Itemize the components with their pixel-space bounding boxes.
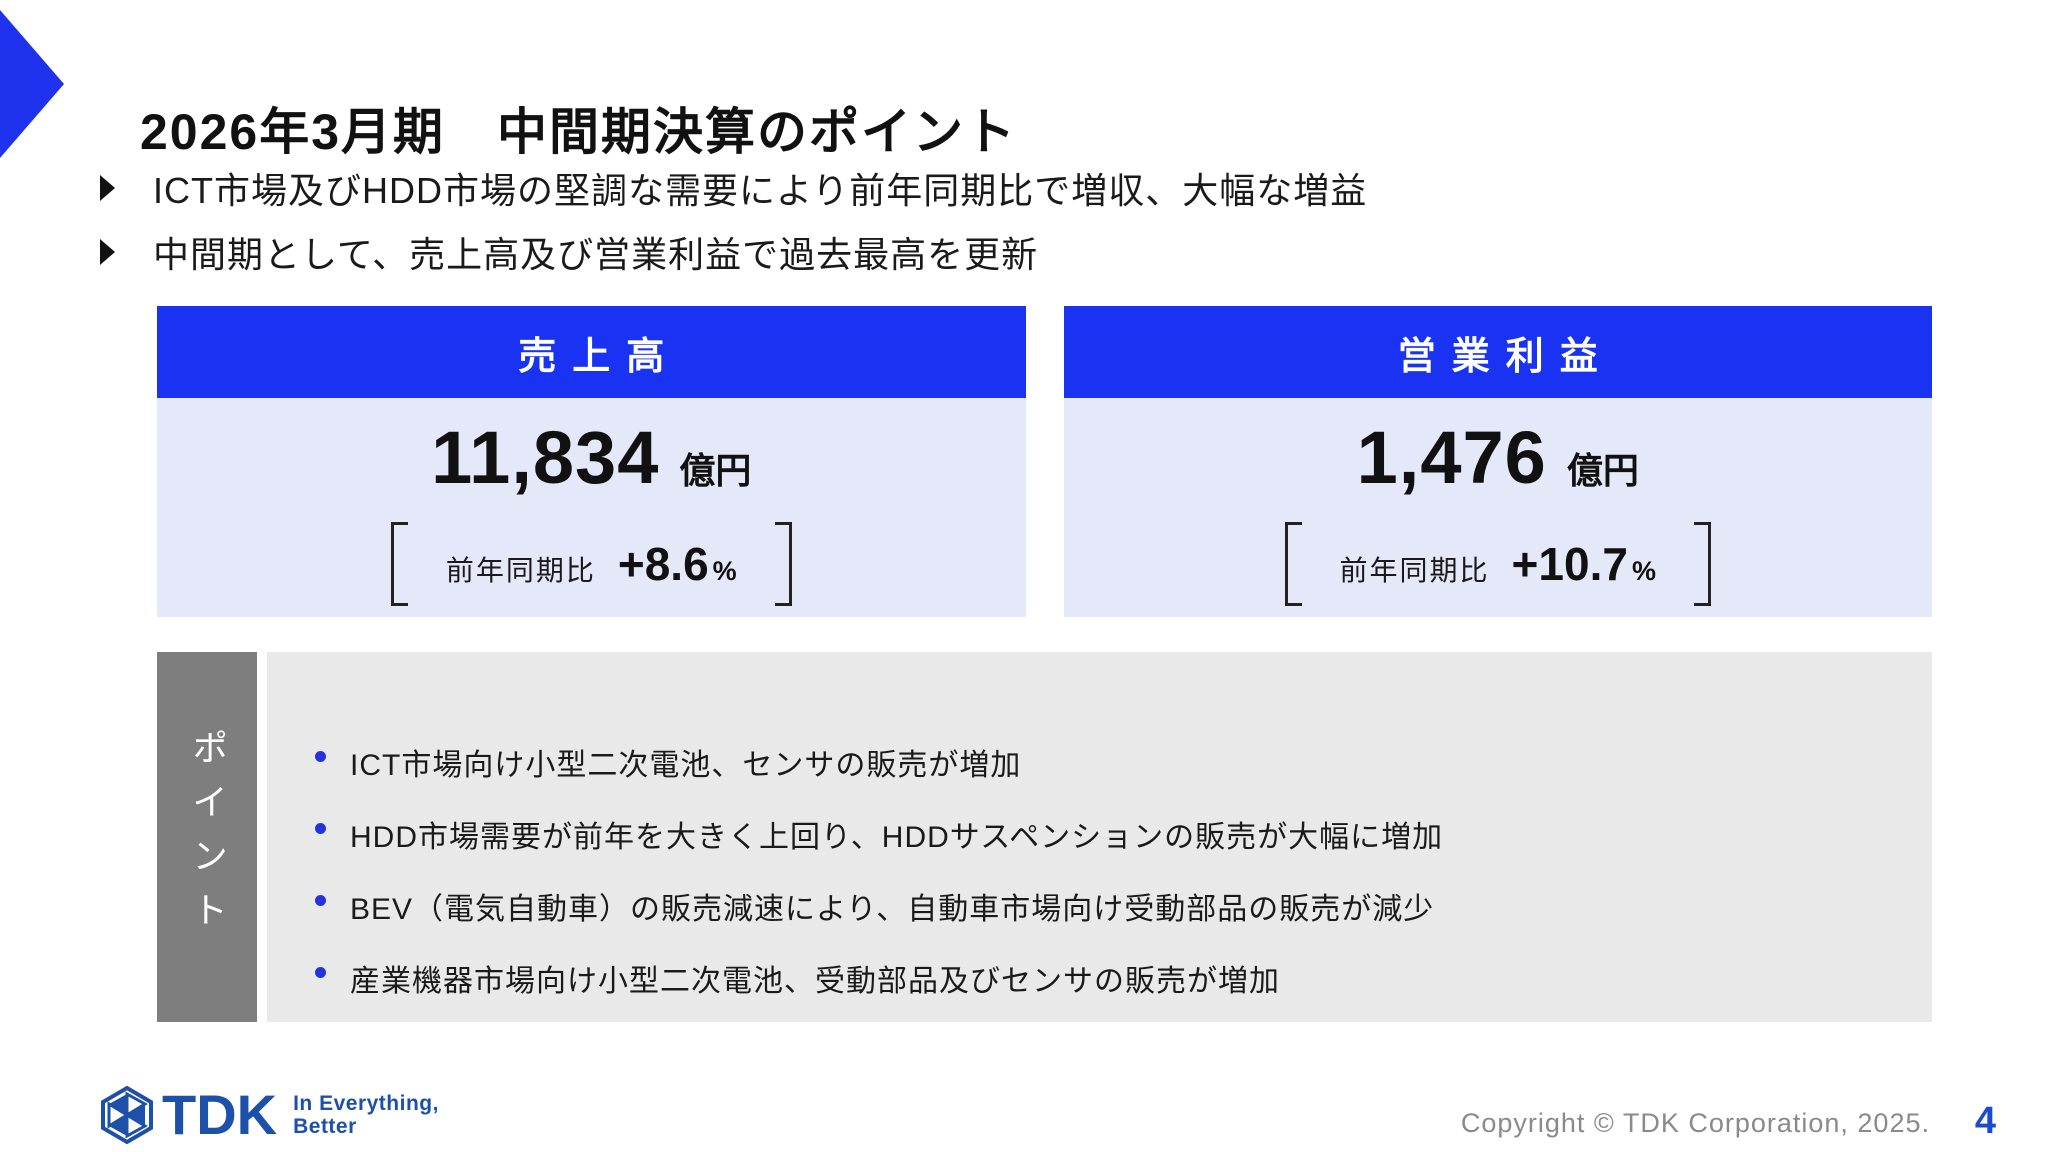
point-item: ICT市場向け小型二次電池、センサの販売が増加 xyxy=(315,740,1892,784)
page-number: 4 xyxy=(1974,1100,1996,1142)
metric-card-operating-profit: 営業利益 1,476 億円 前年同期比 +10.7 % xyxy=(1063,306,1932,617)
yoy-value: +10.7 xyxy=(1511,538,1628,590)
metric-unit: 億円 xyxy=(679,450,752,491)
yoy-unit: % xyxy=(1631,556,1656,586)
right-bracket-icon xyxy=(774,522,792,606)
metric-value: 1,476 xyxy=(1356,416,1547,499)
metric-cards: 売上高 11,834 億円 前年同期比 +8.6 % 営業利益 1,476 億円 xyxy=(157,306,1932,617)
metric-value-line: 1,476 億円 xyxy=(1357,415,1639,500)
points-list: ICT市場向け小型二次電池、センサの販売が増加 HDD市場需要が前年を大きく上回… xyxy=(267,652,1932,1022)
tdk-hexagon-mark-icon xyxy=(101,1086,153,1144)
right-bracket-icon xyxy=(1693,522,1711,606)
metric-card-net-sales: 売上高 11,834 億円 前年同期比 +8.6 % xyxy=(157,306,1026,617)
triangle-bullet-icon xyxy=(100,239,115,265)
copyright-text: Copyright © TDK Corporation, 2025. xyxy=(1460,1108,1930,1138)
metric-yoy-note: 前年同期比 +10.7 % xyxy=(1284,522,1711,606)
yoy-unit: % xyxy=(712,556,737,586)
tdk-logo: TDK In Everything, Better xyxy=(98,1086,439,1144)
point-text: BEV（電気自動車）の販売減速により、自動車市場向け受動部品の販売が減少 xyxy=(350,893,1435,926)
points-sidebar: ポイント xyxy=(157,652,257,1022)
point-item: BEV（電気自動車）の販売減速により、自動車市場向け受動部品の販売が減少 xyxy=(315,884,1892,928)
point-item: 産業機器市場向け小型二次電池、受動部品及びセンサの販売が増加 xyxy=(315,956,1892,1000)
summary-bullet: ICT市場及びHDD市場の堅調な需要により前年同期比で増収、大幅な増益 xyxy=(100,166,1900,211)
metric-card-body: 1,476 億円 前年同期比 +10.7 % xyxy=(1063,398,1932,617)
summary-bullet-text: 中間期として、売上高及び営業利益で過去最高を更新 xyxy=(153,234,1039,275)
dot-bullet-icon xyxy=(315,751,326,762)
tdk-tagline: In Everything, Better xyxy=(293,1092,439,1138)
point-item: HDD市場需要が前年を大きく上回り、HDDサスペンションの販売が大幅に増加 xyxy=(315,812,1892,856)
metric-card-body: 11,834 億円 前年同期比 +8.6 % xyxy=(157,398,1026,617)
yoy-note-inner: 前年同期比 +8.6 % xyxy=(408,537,775,591)
dot-bullet-icon xyxy=(315,895,326,906)
points-section: ポイント ICT市場向け小型二次電池、センサの販売が増加 HDD市場需要が前年を… xyxy=(157,652,1932,1022)
yoy-label: 前年同期比 xyxy=(445,555,596,586)
page-title: 2026年3月期 中間期決算のポイント xyxy=(140,103,1018,160)
yoy-label: 前年同期比 xyxy=(1339,555,1490,586)
metric-value-line: 11,834 億円 xyxy=(431,415,751,500)
points-heading: ポイント xyxy=(187,729,228,945)
metric-unit: 億円 xyxy=(1566,450,1639,491)
dot-bullet-icon xyxy=(315,967,326,978)
slide-accent-arrow-icon xyxy=(0,10,64,158)
dot-bullet-icon xyxy=(315,823,326,834)
triangle-bullet-icon xyxy=(100,175,115,201)
yoy-value: +8.6 xyxy=(617,538,709,590)
left-bracket-icon xyxy=(1284,522,1302,606)
points-divider xyxy=(257,652,267,1022)
point-text: 産業機器市場向け小型二次電池、受動部品及びセンサの販売が増加 xyxy=(350,965,1280,998)
metric-card-header: 売上高 xyxy=(157,306,1026,398)
yoy-note-inner: 前年同期比 +10.7 % xyxy=(1302,537,1694,591)
tdk-logo-text: TDK xyxy=(162,1083,278,1146)
left-bracket-icon xyxy=(390,522,408,606)
metric-value: 11,834 xyxy=(431,416,660,499)
metric-card-header: 営業利益 xyxy=(1063,306,1932,398)
metric-yoy-note: 前年同期比 +8.6 % xyxy=(390,522,792,606)
tdk-tagline-line2: Better xyxy=(293,1115,357,1138)
summary-bullet-list: ICT市場及びHDD市場の堅調な需要により前年同期比で増収、大幅な増益 中間期と… xyxy=(100,166,1900,294)
summary-bullet-text: ICT市場及びHDD市場の堅調な需要により前年同期比で増収、大幅な増益 xyxy=(153,170,1368,211)
summary-bullet: 中間期として、売上高及び営業利益で過去最高を更新 xyxy=(100,230,1900,275)
tdk-tagline-line1: In Everything, xyxy=(293,1092,439,1115)
point-text: ICT市場向け小型二次電池、センサの販売が増加 xyxy=(350,749,1022,782)
point-text: HDD市場需要が前年を大きく上回り、HDDサスペンションの販売が大幅に増加 xyxy=(350,821,1444,854)
